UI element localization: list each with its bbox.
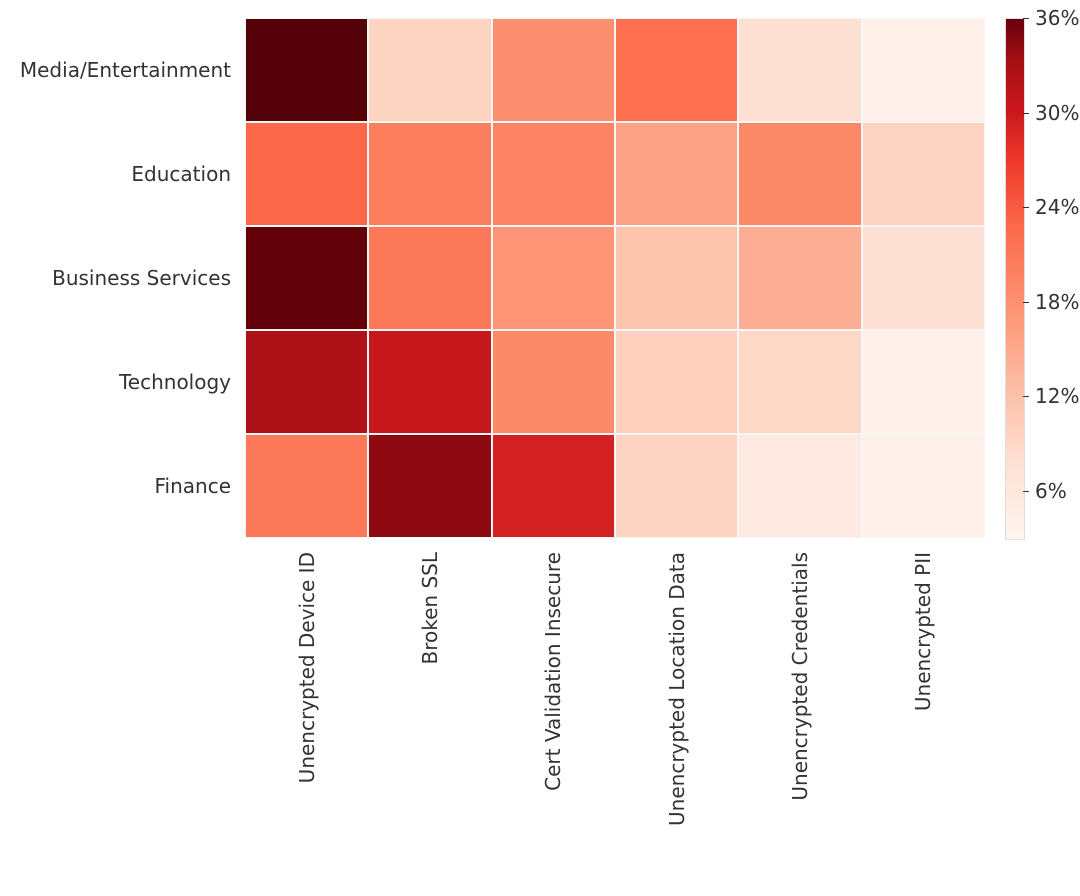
colorbar-tick-label: 18% bbox=[1035, 290, 1079, 314]
heatmap-cell bbox=[245, 18, 368, 122]
y-axis-label: Finance bbox=[154, 474, 231, 498]
heatmap-cell bbox=[245, 330, 368, 434]
colorbar-tickmark bbox=[1023, 302, 1029, 303]
y-axis-label: Technology bbox=[119, 370, 231, 394]
heatmap-cell bbox=[738, 434, 861, 538]
y-axis-label: Media/Entertainment bbox=[20, 58, 231, 82]
x-axis-label: Unencrypted PII bbox=[911, 552, 935, 711]
heatmap-cell bbox=[615, 330, 738, 434]
heatmap-cell bbox=[615, 226, 738, 330]
colorbar-tick-label: 36% bbox=[1035, 6, 1079, 30]
heatmap-cell bbox=[862, 226, 985, 330]
colorbar-tickmark bbox=[1023, 113, 1029, 114]
colorbar-ticks: 6%12%18%24%30%36% bbox=[1027, 18, 1080, 538]
colorbar-tick-label: 12% bbox=[1035, 384, 1079, 408]
y-axis-label: Business Services bbox=[52, 266, 231, 290]
heatmap-cell bbox=[615, 434, 738, 538]
heatmap-cell bbox=[368, 434, 491, 538]
heatmap-figure: Media/Entertainment Education Business Ser… bbox=[0, 0, 1080, 896]
heatmap-cell bbox=[738, 122, 861, 226]
heatmap-grid bbox=[245, 18, 985, 538]
heatmap-cell bbox=[368, 226, 491, 330]
colorbar-tickmark bbox=[1023, 491, 1029, 492]
heatmap-cell bbox=[738, 18, 861, 122]
heatmap-cell bbox=[492, 434, 615, 538]
colorbar-tickmark bbox=[1023, 396, 1029, 397]
colorbar bbox=[1005, 18, 1025, 540]
heatmap-cell bbox=[738, 330, 861, 434]
heatmap-cell bbox=[862, 330, 985, 434]
x-axis-label: Unencrypted Location Data bbox=[665, 552, 689, 826]
x-axis-labels: Unencrypted Device ID Broken SSL Cert Vali… bbox=[245, 552, 985, 892]
heatmap-cell bbox=[862, 122, 985, 226]
heatmap-cell bbox=[245, 434, 368, 538]
heatmap-row bbox=[245, 434, 985, 538]
heatmap-cell bbox=[368, 122, 491, 226]
heatmap-cell bbox=[615, 18, 738, 122]
heatmap-cell bbox=[492, 18, 615, 122]
heatmap-cell bbox=[492, 122, 615, 226]
heatmap-cell bbox=[738, 226, 861, 330]
colorbar-tickmark bbox=[1023, 18, 1029, 19]
y-axis-labels: Media/Entertainment Education Business Ser… bbox=[0, 18, 231, 538]
heatmap-row bbox=[245, 122, 985, 226]
heatmap-cell bbox=[492, 226, 615, 330]
heatmap-cell bbox=[245, 122, 368, 226]
colorbar-tick-label: 30% bbox=[1035, 101, 1079, 125]
heatmap-cell bbox=[862, 434, 985, 538]
heatmap-cell bbox=[368, 330, 491, 434]
y-axis-label: Education bbox=[131, 162, 231, 186]
heatmap-row bbox=[245, 330, 985, 434]
heatmap-cell bbox=[368, 18, 491, 122]
x-axis-label: Unencrypted Device ID bbox=[295, 552, 319, 783]
x-axis-label: Unencrypted Credentials bbox=[788, 552, 812, 801]
heatmap-row bbox=[245, 226, 985, 330]
x-axis-label: Cert Validation Insecure bbox=[541, 552, 565, 791]
heatmap-cell bbox=[862, 18, 985, 122]
colorbar-tick-label: 24% bbox=[1035, 195, 1079, 219]
heatmap-row bbox=[245, 18, 985, 122]
heatmap-cell bbox=[245, 226, 368, 330]
heatmap-cell bbox=[492, 330, 615, 434]
x-axis-label: Broken SSL bbox=[418, 552, 442, 664]
heatmap-cell bbox=[615, 122, 738, 226]
colorbar-tick-label: 6% bbox=[1035, 479, 1067, 503]
colorbar-tickmark bbox=[1023, 207, 1029, 208]
